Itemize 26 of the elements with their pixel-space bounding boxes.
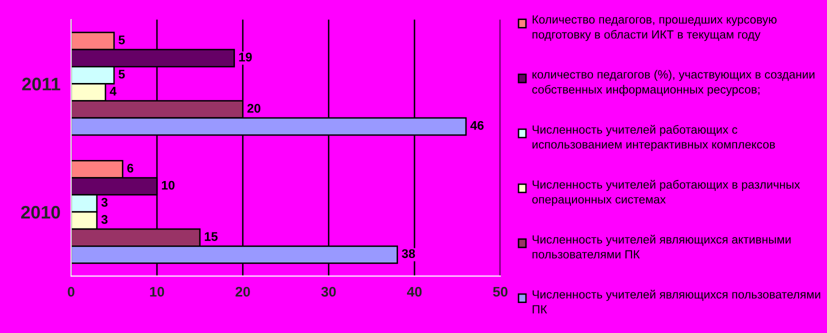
- x-tick-label: 40: [406, 286, 422, 297]
- data-label: 20: [247, 104, 260, 113]
- data-label: 15: [204, 232, 218, 241]
- legend-label: Численность учителей работающих с использованием интерактивных комплексов: [532, 124, 775, 151]
- data-label: 10: [162, 180, 175, 190]
- data-label: 3: [101, 198, 108, 207]
- x-tick-label: 30: [321, 286, 336, 297]
- x-tick-label: 50: [493, 286, 508, 297]
- data-label: 5: [118, 70, 125, 79]
- y-tick-label: 2010: [21, 206, 60, 219]
- x-tick-label: 20: [236, 286, 250, 297]
- legend-label: Численность учителей работающих в различных операционных системах: [532, 180, 800, 206]
- legend-label: количество педагогов (%), участвующих в создании собственных информационных ресурсов;: [532, 70, 814, 96]
- y-tick-label: 2011: [22, 78, 60, 90]
- data-label: 5: [118, 36, 125, 44]
- data-label: 6: [127, 164, 134, 173]
- legend-label: Количество педагогов, прошедших курсовую подготовку в области ИКТ в текущам году: [532, 15, 777, 41]
- data-label: 38: [402, 249, 416, 258]
- x-tick-label: 0: [68, 286, 74, 297]
- data-label: 19: [239, 52, 252, 62]
- data-label: 4: [110, 86, 117, 96]
- x-tick-label: 10: [150, 286, 164, 297]
- data-label: 46: [470, 120, 484, 130]
- legend-label: Численность учителей являющихся активными пользователями ПК: [532, 234, 791, 258]
- data-label: 3: [101, 215, 108, 224]
- legend-label: Численность учителей являющихся пользователями ПК: [532, 290, 820, 314]
